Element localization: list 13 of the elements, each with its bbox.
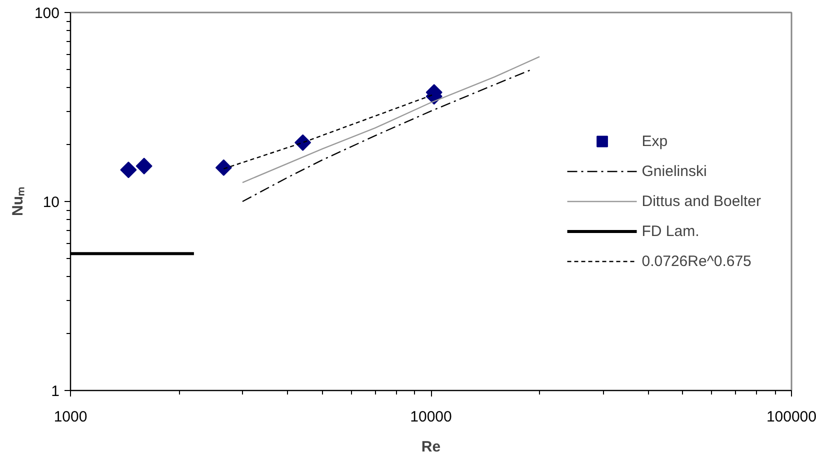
y-tick-label: 100: [34, 5, 60, 22]
legend-label: Dittus and Boelter: [642, 192, 761, 210]
legend-label: Exp: [642, 132, 668, 150]
y-tick-label: 1: [51, 383, 60, 400]
legend-label: FD Lam.: [642, 222, 700, 240]
x-axis-title: Re: [421, 438, 441, 456]
y-axis-title: Nuₘ: [9, 187, 26, 216]
legend-label: Gnielinski: [642, 162, 707, 180]
x-tick-label: 1000: [54, 408, 88, 426]
x-tick-label: 10000: [410, 408, 452, 426]
x-tick-label: 100000: [766, 408, 816, 426]
y-tick-label: 10: [42, 194, 60, 211]
legend-label: 0.0726Re^0.675: [642, 252, 752, 270]
